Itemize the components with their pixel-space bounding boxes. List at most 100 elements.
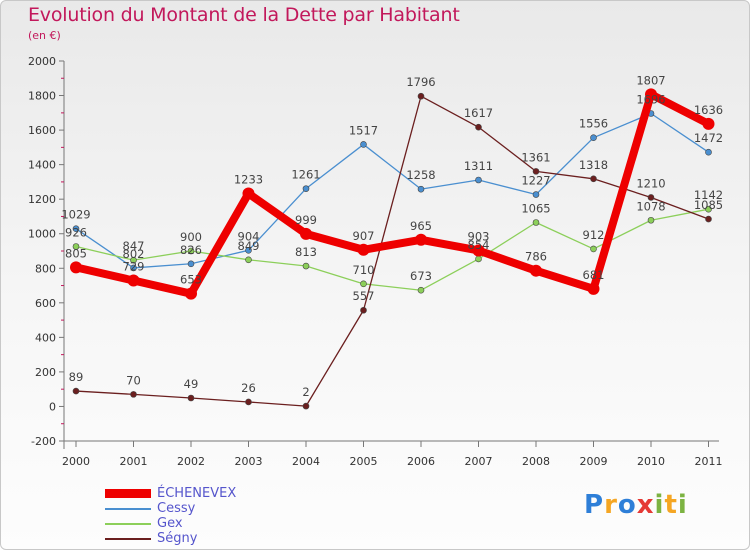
- data-point: [187, 394, 195, 402]
- data-point: [417, 92, 425, 100]
- data-point: [532, 219, 540, 226]
- data-point: [705, 215, 712, 223]
- data-label: 813: [295, 245, 317, 259]
- data-label: 999: [295, 213, 317, 227]
- x-tick-label: 2003: [235, 455, 263, 468]
- series-line-1: [75, 112, 710, 269]
- data-label: 49: [184, 377, 199, 391]
- data-point: [417, 185, 425, 193]
- data-label: 1807: [636, 73, 665, 87]
- data-label: 1210: [636, 176, 665, 190]
- data-point: [130, 256, 137, 264]
- data-point: [475, 176, 482, 184]
- data-label: 802: [123, 247, 145, 261]
- data-point: [187, 260, 195, 268]
- y-tick-label: 1400: [28, 159, 56, 172]
- x-tick-label: 2009: [580, 455, 608, 468]
- data-point: [245, 256, 252, 264]
- data-point: [360, 141, 367, 148]
- data-label: 1261: [291, 168, 320, 182]
- data-point: [72, 243, 80, 250]
- y-tick-label: 600: [35, 297, 56, 310]
- data-label: 912: [583, 228, 605, 242]
- data-point: [590, 245, 597, 253]
- data-point: [360, 280, 367, 288]
- logo-letter: i: [654, 490, 665, 520]
- data-label: 1617: [464, 106, 493, 120]
- data-point: [475, 123, 482, 131]
- data-point: [302, 262, 310, 270]
- data-label: 1636: [694, 103, 723, 117]
- data-label: 849: [238, 239, 260, 253]
- data-label: 1065: [521, 202, 550, 216]
- data-label: 847: [123, 239, 145, 253]
- data-point: [530, 264, 542, 277]
- data-label: 805: [65, 246, 87, 260]
- data-label: 1796: [406, 75, 435, 89]
- data-point: [702, 117, 715, 130]
- series-line-0: [72, 90, 713, 298]
- x-tick-label: 2002: [177, 455, 205, 468]
- data-label: 710: [353, 263, 375, 277]
- data-label: 854: [468, 238, 490, 252]
- data-point: [590, 175, 597, 183]
- data-label: 681: [583, 268, 605, 282]
- data-point: [647, 194, 655, 201]
- logo-letter: P: [584, 490, 605, 520]
- data-label: 1142: [694, 188, 723, 202]
- data-point: [532, 191, 540, 198]
- y-tick-label: 1200: [28, 193, 56, 206]
- x-tick-label: 2008: [522, 455, 550, 468]
- legend-label-cessy: Cessy: [157, 501, 196, 516]
- data-point: [357, 243, 370, 256]
- legend-swatch-gex: [105, 523, 151, 525]
- data-label: 729: [123, 260, 145, 274]
- data-point: [187, 247, 195, 255]
- data-point: [645, 88, 657, 101]
- x-tick-label: 2007: [465, 455, 493, 468]
- logo-letter: t: [664, 490, 678, 520]
- data-label: 26: [241, 381, 256, 395]
- data-label: 1078: [636, 199, 665, 213]
- data-label: 786: [525, 250, 547, 264]
- data-point: [127, 274, 140, 287]
- data-label: 903: [468, 229, 490, 243]
- y-tick-label: 200: [35, 366, 56, 379]
- x-tick-label: 2001: [120, 455, 148, 468]
- data-point: [417, 286, 425, 294]
- y-tick-label: 800: [35, 262, 56, 275]
- data-label: 70: [126, 373, 141, 387]
- legend-swatch-segny: [105, 538, 151, 540]
- data-point: [532, 168, 540, 175]
- series-line-3: [75, 95, 710, 407]
- data-point: [647, 216, 655, 224]
- data-label: 1029: [61, 208, 90, 222]
- x-tick-label: 2004: [292, 455, 320, 468]
- data-label: 826: [180, 243, 202, 257]
- data-label: 1258: [406, 168, 435, 182]
- y-tick-label: 1800: [28, 90, 56, 103]
- data-point: [72, 387, 80, 395]
- data-label: 1318: [579, 158, 608, 172]
- data-label: 1233: [234, 172, 263, 186]
- x-tick-label: 2000: [62, 455, 90, 468]
- data-label: 907: [353, 229, 375, 243]
- chart-unit: (en €): [28, 29, 61, 42]
- data-point: [415, 233, 427, 246]
- data-point: [245, 247, 252, 254]
- chart-title: Evolution du Montant de la Dette par Hab…: [28, 4, 460, 26]
- data-label: 900: [180, 230, 202, 244]
- x-tick-label: 2005: [350, 455, 378, 468]
- data-point: [185, 287, 197, 300]
- legend-swatch-echenevex: [105, 489, 151, 498]
- data-label: 1085: [694, 198, 723, 212]
- data-point: [590, 134, 597, 141]
- data-label: 1227: [521, 174, 550, 188]
- data-label: 1696: [636, 93, 665, 107]
- legend-swatch-cessy: [105, 508, 151, 510]
- y-tick-label: -200: [31, 435, 56, 448]
- proxiti-logo[interactable]: Proxiti: [584, 490, 688, 520]
- data-point: [705, 148, 712, 156]
- legend-label-segny: Ségny: [157, 531, 198, 546]
